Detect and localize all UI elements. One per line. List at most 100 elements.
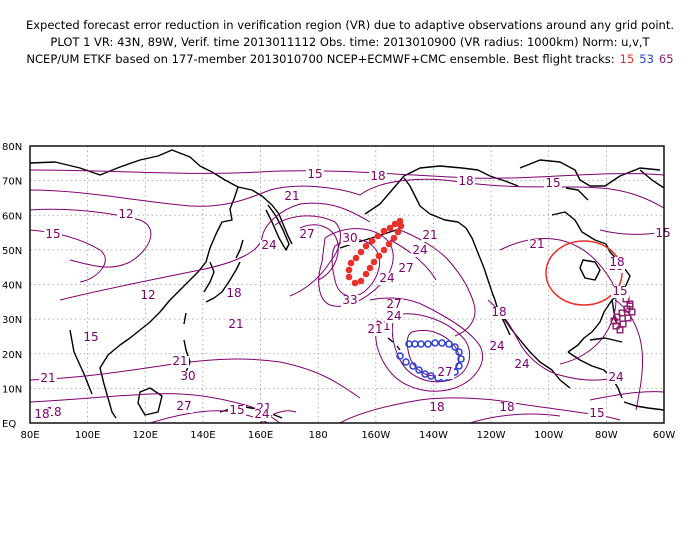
contour-label: 27 xyxy=(299,227,314,241)
contour-label-bg xyxy=(421,230,439,242)
lat-label: 70N xyxy=(2,177,22,188)
contour-label: 18 xyxy=(34,407,49,421)
flight-track-65 xyxy=(610,295,636,334)
contour-label-bg xyxy=(378,273,396,285)
contour-label-bg xyxy=(608,257,626,269)
contour-label: 24 xyxy=(608,370,623,384)
contour-label-bg xyxy=(253,409,271,421)
contour-label-bg xyxy=(498,402,516,414)
track-point xyxy=(455,348,463,356)
track-point xyxy=(380,246,388,254)
contour-label: 27 xyxy=(176,399,191,413)
contour-label-bg xyxy=(366,324,384,336)
contour-label-bg xyxy=(341,295,359,307)
track-point xyxy=(347,259,355,267)
contour-label-bg xyxy=(117,209,135,221)
contour-label: 21 xyxy=(367,322,382,336)
contour-label: 18 xyxy=(609,255,624,269)
contour-label-bg xyxy=(298,229,316,241)
contour-label: 12 xyxy=(118,207,133,221)
track-point xyxy=(427,372,435,380)
contour-label-bg xyxy=(544,178,562,190)
lon-label: 160W xyxy=(361,430,390,440)
track-point xyxy=(368,237,376,245)
contour-label: 27 xyxy=(386,297,401,311)
contour-label: 24 xyxy=(412,243,427,257)
contour-label-bg xyxy=(385,311,403,323)
latitude-labels: 80N 70N 60N 50N 40N 30N 20N 10N EQ xyxy=(2,142,22,430)
track-point xyxy=(352,254,360,262)
contour-label-bg xyxy=(227,319,245,331)
lon-label: 60W xyxy=(653,430,676,440)
contour-label: 15 xyxy=(545,176,560,190)
lat-label: 80N xyxy=(2,142,22,153)
track-point xyxy=(405,340,413,348)
contour-label: 15 xyxy=(612,284,627,298)
contour-label-bg xyxy=(607,372,625,384)
track-label-53: 53 xyxy=(639,52,654,66)
title-line-1: Expected forecast error reduction in ver… xyxy=(25,18,675,32)
title-line-2: PLOT 1 VR: 43N, 89W, Verif. time 2013011… xyxy=(50,35,650,49)
track-point xyxy=(390,234,398,242)
track-point xyxy=(370,258,378,266)
lon-label: 80E xyxy=(20,430,39,440)
track-point xyxy=(385,240,393,248)
contour-label: 24 xyxy=(386,309,401,323)
track-point xyxy=(402,358,410,366)
track-point xyxy=(362,242,370,250)
flight-track-53 xyxy=(396,339,465,382)
contour-label: 15 xyxy=(655,226,670,240)
track-point xyxy=(345,266,353,274)
longitude-labels: 80E 100E 120E 140E 160E 180 160W 140W 120W 100W 80… xyxy=(20,430,675,440)
contour-label-bg xyxy=(457,176,475,188)
track-point xyxy=(624,314,632,322)
track-point xyxy=(357,248,365,256)
track-point xyxy=(455,362,463,370)
track-point xyxy=(451,343,459,351)
flight-track-15 xyxy=(345,217,405,287)
lon-label: 120W xyxy=(477,430,506,440)
track-point xyxy=(411,340,419,348)
contour-label: 33 xyxy=(342,293,357,307)
lon-label: 140E xyxy=(190,430,215,440)
lat-label: 30N xyxy=(2,315,22,326)
lat-label: 10N xyxy=(2,384,22,395)
contour-label-bg xyxy=(179,371,197,383)
contour-label-bg xyxy=(490,307,508,319)
contour-label-bg xyxy=(39,373,57,385)
contour-label-bg xyxy=(588,408,606,420)
track-point xyxy=(409,362,417,370)
contour-label: 24 xyxy=(261,238,276,252)
contour-label-bg xyxy=(228,405,246,417)
track-point xyxy=(396,352,404,360)
track-point xyxy=(415,366,423,374)
track-point xyxy=(616,326,624,334)
lat-label: 60N xyxy=(2,211,22,222)
track-point xyxy=(366,264,374,272)
lon-label: 80W xyxy=(595,430,618,440)
contour-label-bg xyxy=(513,359,531,371)
contour-label: 21 xyxy=(40,371,55,385)
track-point xyxy=(380,227,388,235)
contour-label-bg xyxy=(397,263,415,275)
track-point xyxy=(394,228,402,236)
lat-label: 20N xyxy=(2,350,22,361)
contour-label-bg xyxy=(175,401,193,413)
contour-labels: 1518181512152124273021242724151812181521… xyxy=(33,167,672,421)
contour-label: 30 xyxy=(342,231,357,245)
lat-lon-grid xyxy=(30,146,664,423)
lon-label: 140W xyxy=(419,430,448,440)
track-point xyxy=(351,279,359,287)
contour-label: 21 xyxy=(284,189,299,203)
contour-label-bg xyxy=(306,169,324,181)
title-line-3: NCEP/UM ETKF based on 177-member 2013010… xyxy=(0,52,700,66)
track-point xyxy=(457,355,465,363)
contour-label-bg xyxy=(654,228,672,240)
contour-label: 27 xyxy=(437,365,452,379)
lon-label: 160E xyxy=(248,430,273,440)
contour-label-bg xyxy=(82,332,100,344)
contour-label: 15 xyxy=(229,403,244,417)
track-point xyxy=(618,309,626,317)
contour-label-bg xyxy=(428,402,446,414)
contour-label: 18 xyxy=(499,400,514,414)
